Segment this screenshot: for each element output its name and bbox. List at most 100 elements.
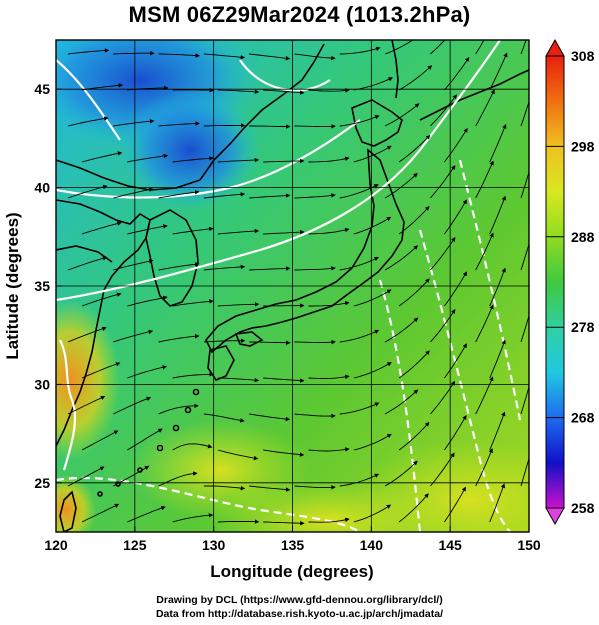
streamline: [475, 89, 495, 127]
streamline: [353, 504, 392, 523]
streamline: [308, 88, 350, 93]
x-tick-label: 150: [517, 537, 541, 553]
streamline: [172, 512, 214, 523]
streamline: [127, 505, 166, 523]
streamline: [444, 56, 470, 91]
streamline: [444, 486, 466, 523]
streamline: [249, 124, 291, 129]
streamline: [475, 232, 494, 271]
streamline: [81, 503, 120, 523]
x-axis: 120 125 130 135 140 145 150: [44, 526, 541, 553]
streamline: [398, 206, 430, 235]
streamline: [535, 195, 545, 234]
streamline: [430, 380, 456, 415]
coastlines: [56, 40, 529, 532]
streamline: [520, 170, 529, 199]
x-tick-label: 130: [202, 537, 226, 553]
streamline: [353, 362, 392, 379]
streamline: [308, 156, 350, 163]
streamline: [535, 339, 545, 378]
streamline: [535, 51, 546, 90]
streamline: [249, 193, 291, 199]
streamline: [520, 446, 529, 487]
streamline: [444, 343, 467, 379]
streamline: [489, 339, 506, 379]
streamline: [217, 89, 260, 95]
credit-data: Data from http://database.rish.kyoto-u.a…: [155, 608, 444, 620]
streamlines: [67, 40, 546, 526]
streamline: [294, 413, 336, 419]
streamline: [81, 151, 123, 163]
streamline: [475, 304, 494, 343]
streamline: [263, 449, 305, 457]
streamline: [203, 123, 246, 128]
streamline: [203, 485, 246, 491]
y-tick-label: 45: [34, 81, 50, 97]
streamline: [172, 372, 214, 379]
streamline: [158, 403, 199, 415]
streamline: [308, 517, 350, 523]
streamline: [113, 118, 155, 127]
streamline: [294, 53, 336, 61]
streamline: [294, 124, 336, 129]
streamline: [203, 192, 246, 199]
streamline: [67, 326, 107, 343]
streamline: [113, 329, 154, 343]
streamline: [217, 519, 260, 524]
streamline: [398, 278, 430, 307]
streamline: [430, 40, 446, 55]
x-tick-label: 140: [360, 537, 384, 553]
streamline: [217, 302, 260, 307]
streamline: [203, 264, 246, 271]
streamline: [81, 221, 122, 235]
colorbar-tick-label: 308: [571, 48, 595, 64]
streamline: [158, 53, 200, 58]
streamline: [339, 256, 379, 271]
streamline: [353, 216, 392, 235]
streamline: [398, 65, 433, 91]
streamline: [339, 46, 381, 55]
streamline: [113, 396, 152, 415]
streamline: [308, 227, 350, 235]
streamline: [127, 428, 163, 451]
streamline: [520, 100, 529, 127]
streamline: [172, 156, 214, 163]
streamline: [535, 483, 545, 522]
streamline: [67, 256, 108, 271]
streamline: [113, 50, 155, 56]
streamline: [339, 402, 380, 415]
streamline: [353, 145, 392, 163]
streamline: [217, 228, 260, 235]
streamline: [535, 267, 545, 306]
y-axis-label: Latitude (degrees): [3, 212, 22, 359]
colorbar-tick-label: 278: [571, 319, 595, 335]
streamline: [353, 433, 392, 451]
streamline: [398, 350, 430, 379]
streamline: [113, 187, 154, 199]
x-axis-label: Longitude (degrees): [210, 562, 373, 581]
map-title: MSM 06Z29Mar2024 (1013.2hPa): [128, 2, 471, 27]
colorbar-tick-label: 298: [571, 138, 595, 154]
streamline: [249, 485, 291, 492]
streamline: [489, 267, 506, 307]
streamline: [535, 123, 546, 162]
streamline: [398, 421, 430, 451]
streamline: [249, 266, 291, 271]
streamline: [294, 339, 336, 345]
streamline: [172, 443, 213, 451]
streamline: [444, 127, 468, 163]
y-tick-label: 30: [34, 376, 50, 392]
streamline: [158, 121, 200, 127]
streamline: [203, 413, 245, 423]
streamline: [430, 309, 456, 343]
streamline: [444, 199, 467, 235]
streamline: [203, 53, 246, 60]
streamline: [127, 295, 168, 307]
streamline: [475, 160, 494, 199]
colorbar-upper-arrow: [545, 38, 565, 57]
streamline: [308, 374, 350, 380]
streamline: [263, 377, 305, 383]
streamline: [203, 338, 246, 343]
streamline: [81, 430, 119, 451]
y-tick-label: 25: [34, 475, 50, 491]
